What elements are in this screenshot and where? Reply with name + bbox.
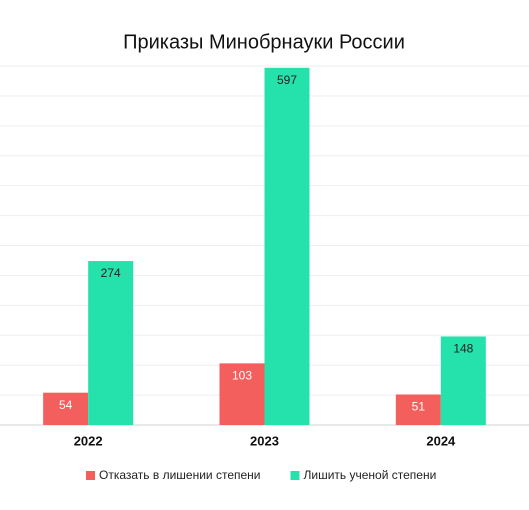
data-label: 274 [101, 266, 121, 280]
data-label: 103 [232, 369, 252, 383]
x-tick-label: 2024 [426, 433, 456, 448]
legend-swatch [86, 471, 95, 480]
x-tick-label: 2022 [74, 433, 103, 448]
bar [395, 394, 441, 425]
x-tick-label: 2023 [250, 433, 279, 448]
data-label: 54 [59, 398, 73, 412]
legend-swatch [290, 471, 300, 480]
legend-label: Лишить ученой степени [304, 468, 437, 482]
bar [219, 363, 265, 425]
data-label: 148 [453, 342, 473, 356]
chart-title: Приказы Минобрнауки России [123, 31, 405, 53]
bar [43, 392, 89, 425]
data-label: 51 [412, 400, 426, 414]
bar [440, 336, 486, 425]
legend-label: Отказать в лишении степени [99, 468, 261, 482]
bar [88, 261, 134, 425]
data-label: 597 [277, 73, 297, 87]
bar [264, 67, 310, 426]
